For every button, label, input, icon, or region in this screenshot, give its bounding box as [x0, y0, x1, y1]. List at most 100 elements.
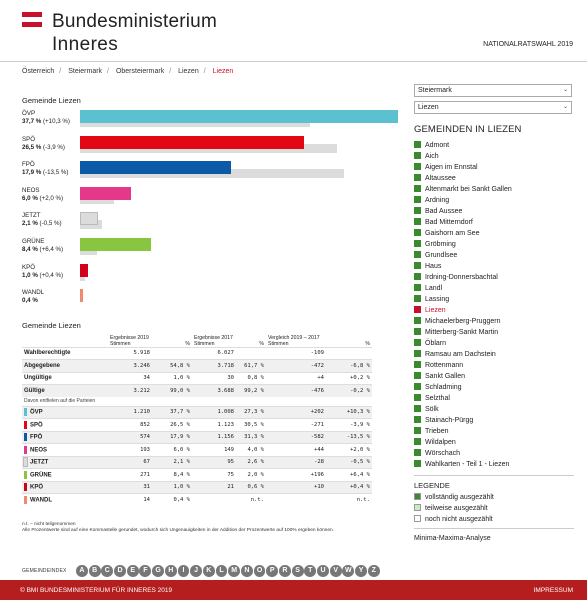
municipality-item[interactable]: Stainach-Pürgg [414, 415, 574, 426]
index-letter-u[interactable]: U [317, 564, 329, 577]
row-label: Ungültige [22, 371, 108, 385]
cell-p19: 17,9 % [152, 430, 192, 444]
minmax-analysis-link[interactable]: Minima-Maxima-Analyse [414, 535, 491, 542]
index-letter-j[interactable]: J [190, 564, 202, 577]
breadcrumb-oesterreich[interactable]: Österreich [22, 68, 55, 75]
municipality-item[interactable]: Altaussee [414, 173, 574, 184]
row-label: Wahlberechtigte [22, 346, 108, 360]
bar-label: SPÖ 26,5 % (-3,9 %) [22, 136, 82, 152]
municipality-name: Mitterberg-Sankt Martin [425, 329, 499, 336]
municipality-item[interactable]: Wildalpen [414, 437, 574, 448]
index-letter-w[interactable]: W [342, 564, 355, 577]
municipality-name: Sankt Gallen [425, 373, 466, 380]
logo-title-line1[interactable]: Bundesministerium [52, 11, 217, 32]
municipality-item[interactable]: Wörschach [414, 448, 574, 459]
municipality-item[interactable]: Mitterberg-Sankt Martin [414, 327, 574, 338]
index-letter-c[interactable]: C [101, 564, 114, 577]
municipality-item[interactable]: Schladming [414, 382, 574, 393]
pct-value: 1,0 % [22, 271, 38, 279]
party-color-marker [24, 496, 27, 504]
index-letter-f[interactable]: F [139, 564, 152, 577]
index-letter-s[interactable]: S [291, 564, 304, 577]
logo-title-line2[interactable]: Inneres [52, 34, 119, 55]
cell-s17: 30 [192, 371, 236, 385]
municipality-item[interactable]: Trieben [414, 426, 574, 437]
index-letter-p[interactable]: P [266, 564, 279, 577]
cell-s19: 1.210 [108, 405, 152, 419]
index-letter-y[interactable]: Y [355, 564, 367, 577]
table-row: Ungültige 34 1,0 % 30 0,8 % +4 +0,2 % [22, 371, 372, 385]
municipality-item[interactable]: Lassing [414, 294, 574, 305]
index-letter-b[interactable]: B [88, 564, 101, 577]
municipality-item[interactable]: Aich [414, 151, 574, 162]
index-letter-h[interactable]: H [164, 564, 177, 577]
municipality-item[interactable]: Sankt Gallen [414, 371, 574, 382]
cell-dp: +2,0 % [326, 443, 372, 456]
municipality-item[interactable]: Landl [414, 283, 574, 294]
cell-s17: 149 [192, 443, 236, 456]
bar-2019-övp [80, 110, 398, 123]
breadcrumb-steiermark[interactable]: Steiermark [68, 68, 103, 75]
municipality-item[interactable]: Haus [414, 261, 574, 272]
municipality-item[interactable]: Liezen [414, 305, 574, 316]
index-letter-t[interactable]: T [304, 564, 317, 577]
municipality-item[interactable]: Wahlkarten - Teil 1 - Liezen [414, 459, 574, 470]
municipality-item[interactable]: Admont [414, 140, 574, 151]
municipality-item[interactable]: Gröbming [414, 239, 574, 250]
divider [414, 475, 574, 476]
bar-2019-kpö [80, 263, 89, 277]
breadcrumb-bezirk-liezen[interactable]: Liezen [178, 68, 199, 75]
party-name: GRÜNE [22, 238, 45, 245]
municipality-name: Haus [425, 263, 442, 270]
index-letter-v[interactable]: V [329, 564, 342, 577]
municipality-name: Grundlsee [425, 252, 458, 259]
cell-dp: -0,2 % [326, 384, 372, 397]
municipality-item[interactable]: Selzthal [414, 393, 574, 404]
municipality-item[interactable]: Ramsau am Dachstein [414, 349, 574, 360]
impressum-link[interactable]: IMPRESSUM [533, 587, 573, 594]
index-letter-m[interactable]: M [228, 564, 241, 577]
index-letter-z[interactable]: Z [367, 564, 380, 577]
municipality-item[interactable]: Bad Mitterndorf [414, 217, 574, 228]
index-letter-r[interactable]: R [279, 564, 291, 577]
index-letter-a[interactable]: A [76, 564, 88, 577]
municipality-item[interactable]: Öblarn [414, 338, 574, 349]
index-letter-g[interactable]: G [152, 564, 164, 577]
municipality-item[interactable]: Bad Aussee [414, 206, 574, 217]
index-letter-e[interactable]: E [126, 564, 139, 577]
bar-row-grüne: GRÜNE 8,4 % (+6,4 %) [22, 238, 382, 262]
state-select[interactable]: Steiermark ⌄ [414, 84, 572, 97]
bar-2019-wandl [80, 289, 84, 303]
index-letter-i[interactable]: I [177, 564, 190, 577]
municipality-item[interactable]: Gaishorn am See [414, 228, 574, 239]
table-row: ÖVP 1.210 37,7 % 1.008 27,3 % +202 +10,3 % [22, 405, 372, 419]
municipality-item[interactable]: Rottenmann [414, 360, 574, 371]
municipality-name: Wahlkarten - Teil 1 - Liezen [425, 461, 510, 468]
party-name: JETZT [30, 459, 49, 466]
municipality-item[interactable]: Irdning-Donnersbachtal [414, 272, 574, 283]
municipality-item[interactable]: Ardning [414, 195, 574, 206]
index-letter-n[interactable]: N [240, 564, 253, 577]
municipality-item[interactable]: Michaelerberg-Pruggern [414, 316, 574, 327]
index-letter-l[interactable]: L [215, 564, 228, 577]
municipality-item[interactable]: Altenmarkt bei Sankt Gallen [414, 184, 574, 195]
bar-2019-grüne [80, 238, 151, 251]
status-square-icon [414, 295, 421, 302]
index-letter-o[interactable]: O [253, 564, 266, 577]
breadcrumb-obersteiermark[interactable]: Obersteiermark [115, 68, 165, 75]
status-square-icon [414, 218, 421, 225]
municipality-name: Michaelerberg-Pruggern [425, 318, 501, 325]
index-letter-k[interactable]: K [202, 564, 215, 577]
district-select[interactable]: Liezen ⌄ [414, 101, 572, 114]
bar-label: JETZT 2,1 % (-0,5 %) [22, 212, 82, 228]
pct-diff: (+2,0 %) [37, 194, 64, 202]
status-square-icon [414, 328, 421, 335]
municipality-name: Liezen [425, 307, 446, 314]
cell-p17: 27,3 % [236, 405, 266, 419]
municipality-item[interactable]: Grundlsee [414, 250, 574, 261]
index-letter-d[interactable]: D [114, 564, 126, 577]
municipality-name: Admont [425, 142, 450, 149]
municipality-item[interactable]: Sölk [414, 404, 574, 415]
municipality-item[interactable]: Aigen im Ennstal [414, 162, 574, 173]
cell-p17: 0,8 % [236, 371, 266, 385]
